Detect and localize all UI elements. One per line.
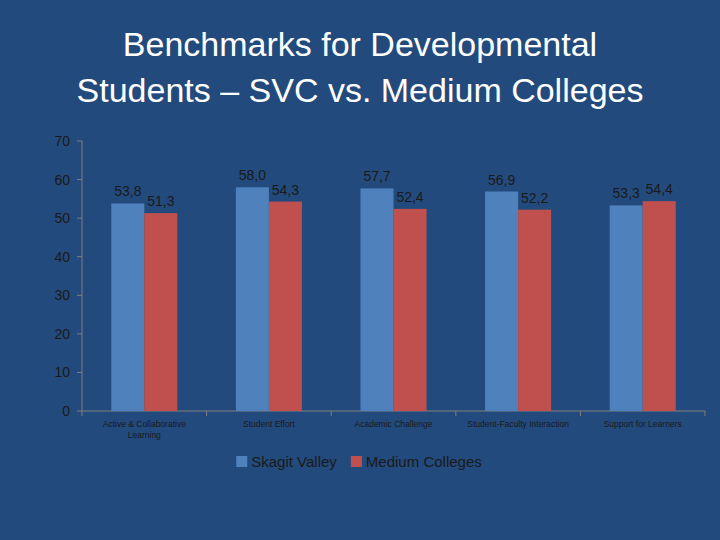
data-label: 53,3 <box>613 185 640 201</box>
background <box>0 0 720 540</box>
bar <box>643 201 676 411</box>
y-tick <box>77 372 82 373</box>
y-axis <box>82 141 83 411</box>
y-tick-label: 20 <box>54 326 70 342</box>
legend-swatch <box>236 456 247 467</box>
y-tick-label: 60 <box>54 172 70 188</box>
x-tick-label: Active & CollaborativeLearning <box>103 419 186 440</box>
x-tick-label: Academic Challenge <box>355 419 433 429</box>
x-tick <box>82 411 83 416</box>
x-tick <box>705 411 706 416</box>
y-tick <box>77 218 82 219</box>
bar <box>394 209 427 411</box>
title-line: Students – SVC vs. Medium Colleges <box>77 71 644 109</box>
x-tick <box>331 411 332 416</box>
x-tick-label-line: Support for Learners <box>604 419 682 429</box>
y-tick-label: 10 <box>54 364 70 380</box>
x-tick <box>455 411 456 416</box>
x-tick-label: Support for Learners <box>604 419 682 429</box>
data-label: 52,4 <box>396 189 423 205</box>
data-label: 52,2 <box>521 190 548 206</box>
x-tick-label-line: Active & Collaborative <box>103 419 186 429</box>
y-tick <box>77 256 82 257</box>
x-tick-label: Student-Faculty Interaction <box>467 419 569 429</box>
y-tick <box>77 141 82 142</box>
data-label: 54,4 <box>646 181 673 197</box>
bars <box>111 187 675 411</box>
y-tick <box>77 179 82 180</box>
data-label: 56,9 <box>488 172 515 188</box>
y-tick <box>77 333 82 334</box>
x-tick-label-line: Student Effort <box>243 419 295 429</box>
x-tick-label-line: Student-Faculty Interaction <box>467 419 569 429</box>
y-tick-label: 30 <box>54 287 70 303</box>
x-tick <box>206 411 207 416</box>
bar <box>111 203 144 411</box>
y-tick-label: 70 <box>54 133 70 149</box>
legend: Skagit Valley Medium Colleges <box>236 453 482 470</box>
bar <box>518 210 551 411</box>
legend-swatch <box>351 456 362 467</box>
x-tick-label: Student Effort <box>243 419 295 429</box>
data-label: 51,3 <box>147 193 174 209</box>
y-tick-label: 50 <box>54 210 70 226</box>
data-labels: 53,8 58,0 57,7 56,9 53,3 51,3 54,3 52,4 52,2 54,4 <box>114 167 673 209</box>
x-tick-label-line: Learning <box>128 430 161 440</box>
bar <box>485 192 518 411</box>
y-tick-label: 40 <box>54 249 70 265</box>
bar <box>361 188 394 411</box>
data-label: 58,0 <box>239 167 266 183</box>
title: Benchmarks for Developmental Students – S… <box>77 25 644 109</box>
bar <box>236 187 269 411</box>
title-line: Benchmarks for Developmental <box>123 25 597 63</box>
y-tick <box>77 295 82 296</box>
legend-label: Skagit Valley <box>251 453 337 470</box>
data-label: 54,3 <box>272 182 299 198</box>
bar <box>610 205 643 411</box>
legend-label: Medium Colleges <box>366 453 482 470</box>
x-tick <box>580 411 581 416</box>
bar <box>269 202 302 411</box>
data-label: 53,8 <box>114 183 141 199</box>
x-tick-label-line: Academic Challenge <box>355 419 433 429</box>
bar <box>144 213 177 411</box>
y-tick <box>77 411 82 412</box>
data-label: 57,7 <box>363 168 390 184</box>
chart: Benchmarks for Developmental Students – S… <box>0 0 720 540</box>
y-tick-label: 0 <box>62 403 70 419</box>
